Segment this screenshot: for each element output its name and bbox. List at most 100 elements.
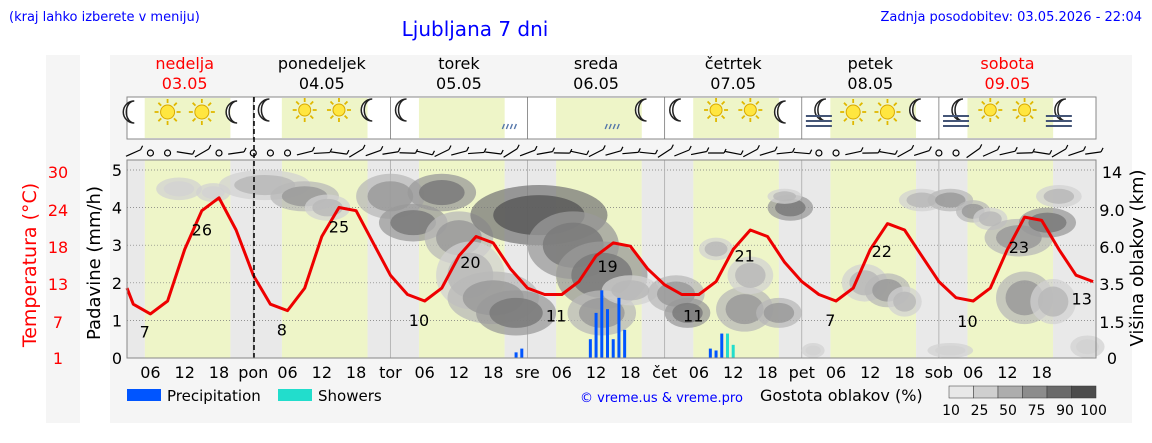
wind-barb [897, 148, 912, 158]
x-hour-label: 18 [894, 363, 914, 382]
day-band [830, 98, 917, 138]
day-name: sobota [980, 54, 1034, 73]
day-band [556, 98, 642, 138]
temperature-label: 13 [1072, 289, 1092, 308]
wind-barb [365, 149, 381, 157]
precip-bar [514, 352, 518, 358]
wind-barb [657, 148, 672, 158]
wind-calm-marker [935, 149, 943, 157]
cloud-scale-label: 50 [999, 403, 1017, 419]
wind-strip [125, 144, 1104, 159]
wind-barb [879, 151, 896, 155]
moon-cloud-icon [669, 98, 681, 122]
cloud-core [367, 181, 414, 212]
x-hour-label: 12 [997, 363, 1017, 382]
wind-barb [1033, 151, 1050, 155]
wind-barb-tick [774, 146, 778, 151]
wind-barb-tick [140, 145, 144, 151]
wind-barb [330, 151, 347, 155]
day-name: torek [438, 54, 480, 73]
sun-cloud-icon [1012, 98, 1037, 122]
wind-barb [536, 151, 553, 155]
wind-barb-tick [362, 144, 366, 150]
day-band [418, 98, 505, 138]
temperature-label: 21 [734, 246, 754, 265]
rain-cloud-icon [604, 123, 620, 130]
day-band [967, 160, 1054, 358]
cloud-height-tick-label: 14 [1102, 163, 1122, 182]
wind-barb-tick [877, 148, 881, 154]
cloud-height-tick-label: 3.5 [1099, 275, 1124, 294]
wind-barb [742, 148, 758, 158]
precipitation-legend-label: Precipitation [167, 387, 261, 405]
sun-cloud-icon [978, 98, 1003, 122]
x-day-abbr: tor [379, 363, 402, 382]
wind-calm-marker [832, 149, 840, 157]
x-hour-label: 12 [723, 363, 743, 382]
wind-barb [622, 151, 639, 155]
temperature-label: 19 [597, 257, 617, 276]
wind-barb [468, 151, 485, 155]
sun-cloud-icon [292, 98, 317, 122]
temperature-tick-label: 13 [48, 275, 68, 294]
temperature-label: 7 [140, 323, 150, 342]
x-hour-label: 12 [860, 363, 880, 382]
cloud-height-tick-label: 0 [1107, 349, 1117, 368]
wind-calm-marker [146, 149, 155, 157]
day-name: ponedeljek [278, 54, 367, 73]
wind-calm-marker [163, 149, 172, 157]
legend: Precipitation Showers © vreme.us & vreme… [127, 385, 1107, 419]
wind-barb [503, 148, 518, 158]
x-hour-label: 18 [1032, 363, 1052, 382]
showers-legend-label: Showers [318, 387, 382, 405]
sun-cloud-icon [738, 98, 763, 122]
precip-bar [720, 333, 724, 358]
wind-barb-tick [1100, 147, 1104, 153]
wind-barb-tick [706, 147, 710, 152]
wind-barb [313, 151, 330, 155]
day-name: četrtek [705, 54, 763, 73]
x-hour-label: 18 [757, 363, 777, 382]
copyright-link: © vreme.us & vreme.pro [580, 391, 743, 406]
cloud-core [390, 210, 437, 236]
wind-barb-tick [670, 144, 674, 149]
x-hour-label: 06 [277, 363, 297, 382]
day-date: 05.05 [436, 74, 482, 93]
wind-calm-marker [283, 149, 292, 157]
wind-barb-tick [551, 147, 556, 152]
wind-barb-tick [431, 150, 436, 156]
precip-bar [611, 339, 615, 358]
precipitation-bars [514, 290, 735, 358]
x-hour-label: 18 [346, 363, 366, 382]
wind-barb [674, 149, 690, 157]
temperature-label: 26 [192, 221, 212, 240]
x-hour-label: 06 [826, 363, 846, 382]
cloud-core [735, 262, 766, 288]
cloud-scale-label: 75 [1028, 403, 1046, 419]
wind-barb-tick [1032, 148, 1036, 153]
day-name: nedelja [155, 54, 214, 73]
temperature-label: 8 [277, 320, 287, 339]
cloud-core [935, 345, 966, 356]
cloud-height-tick-label: 9.0 [1099, 201, 1124, 220]
cloud-height-tick-label: 1.5 [1099, 313, 1124, 332]
precip-tick-label: 0 [112, 349, 122, 368]
wind-barb [605, 150, 622, 156]
day-band [830, 160, 917, 358]
wind-barb [399, 152, 416, 154]
cloud-core [725, 294, 764, 325]
wind-calm-marker [266, 149, 275, 157]
wind-barb [416, 150, 433, 156]
wind-barb-tick [1049, 149, 1053, 155]
x-day-abbr: sob [925, 363, 953, 382]
cloud-core [893, 291, 917, 312]
day-band [693, 98, 779, 138]
cloud-core [1028, 212, 1067, 233]
wind-barb-tick [620, 146, 624, 152]
day-band [281, 98, 368, 138]
wind-barb [725, 150, 742, 156]
wind-barb-tick [894, 150, 898, 155]
cloud-height-tick-label: 6.0 [1099, 238, 1124, 257]
precip-tick-label: 3 [112, 236, 122, 255]
